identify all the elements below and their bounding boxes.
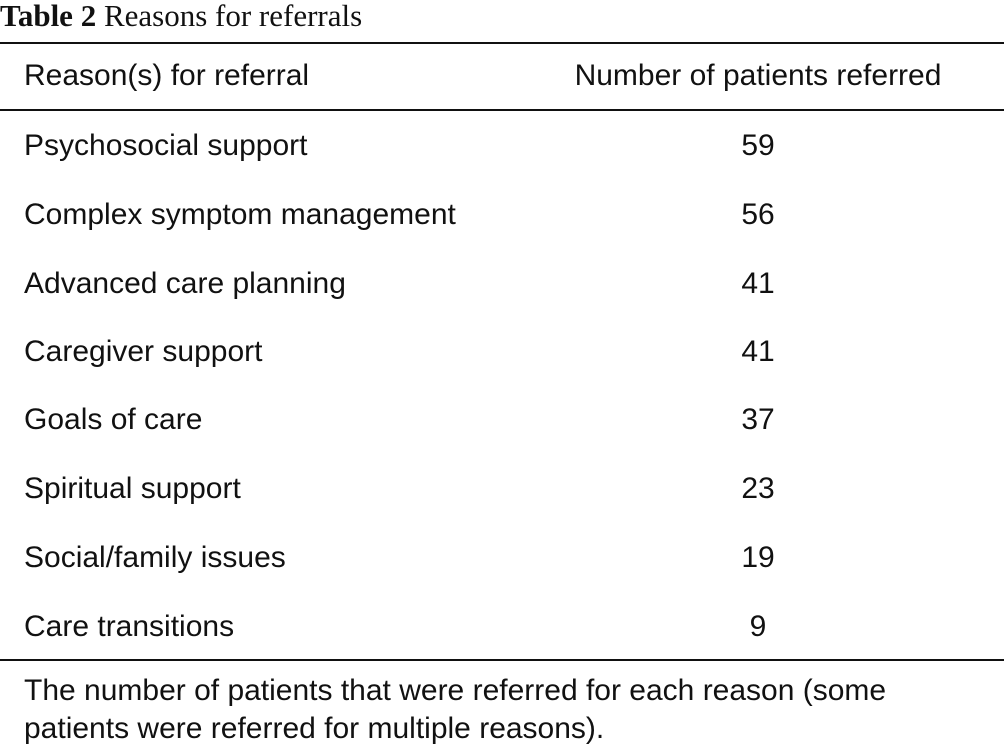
column-header-reason: Reason(s) for referral bbox=[24, 59, 310, 92]
row-count: 23 bbox=[741, 472, 775, 505]
row-count: 37 bbox=[741, 403, 775, 436]
row-reason: Caregiver support bbox=[24, 335, 263, 368]
row-reason: Social/family issues bbox=[24, 541, 286, 574]
row-count: 56 bbox=[741, 198, 775, 231]
row-reason: Advanced care planning bbox=[24, 267, 346, 300]
bottom-rule bbox=[0, 659, 1004, 661]
top-rule bbox=[0, 42, 1004, 44]
table-number: Table 2 bbox=[0, 0, 97, 33]
row-reason: Psychosocial support bbox=[24, 129, 308, 162]
row-reason: Goals of care bbox=[24, 403, 203, 436]
row-count: 9 bbox=[749, 610, 767, 643]
table-title: Reasons for referrals bbox=[103, 0, 363, 33]
column-header-count: Number of patients referred bbox=[574, 59, 942, 92]
row-reason: Care transitions bbox=[24, 610, 235, 643]
row-count: 41 bbox=[741, 335, 775, 368]
row-reason: Spiritual support bbox=[24, 472, 241, 505]
table-footnote: The number of patients that were referre… bbox=[24, 674, 887, 745]
table-caption: Table 2 Reasons for referrals bbox=[0, 0, 362, 42]
row-count: 59 bbox=[741, 129, 775, 162]
row-count: 19 bbox=[741, 541, 775, 574]
header-rule bbox=[0, 109, 1004, 111]
row-reason: Complex symptom management bbox=[24, 198, 456, 231]
row-count: 41 bbox=[741, 267, 775, 300]
